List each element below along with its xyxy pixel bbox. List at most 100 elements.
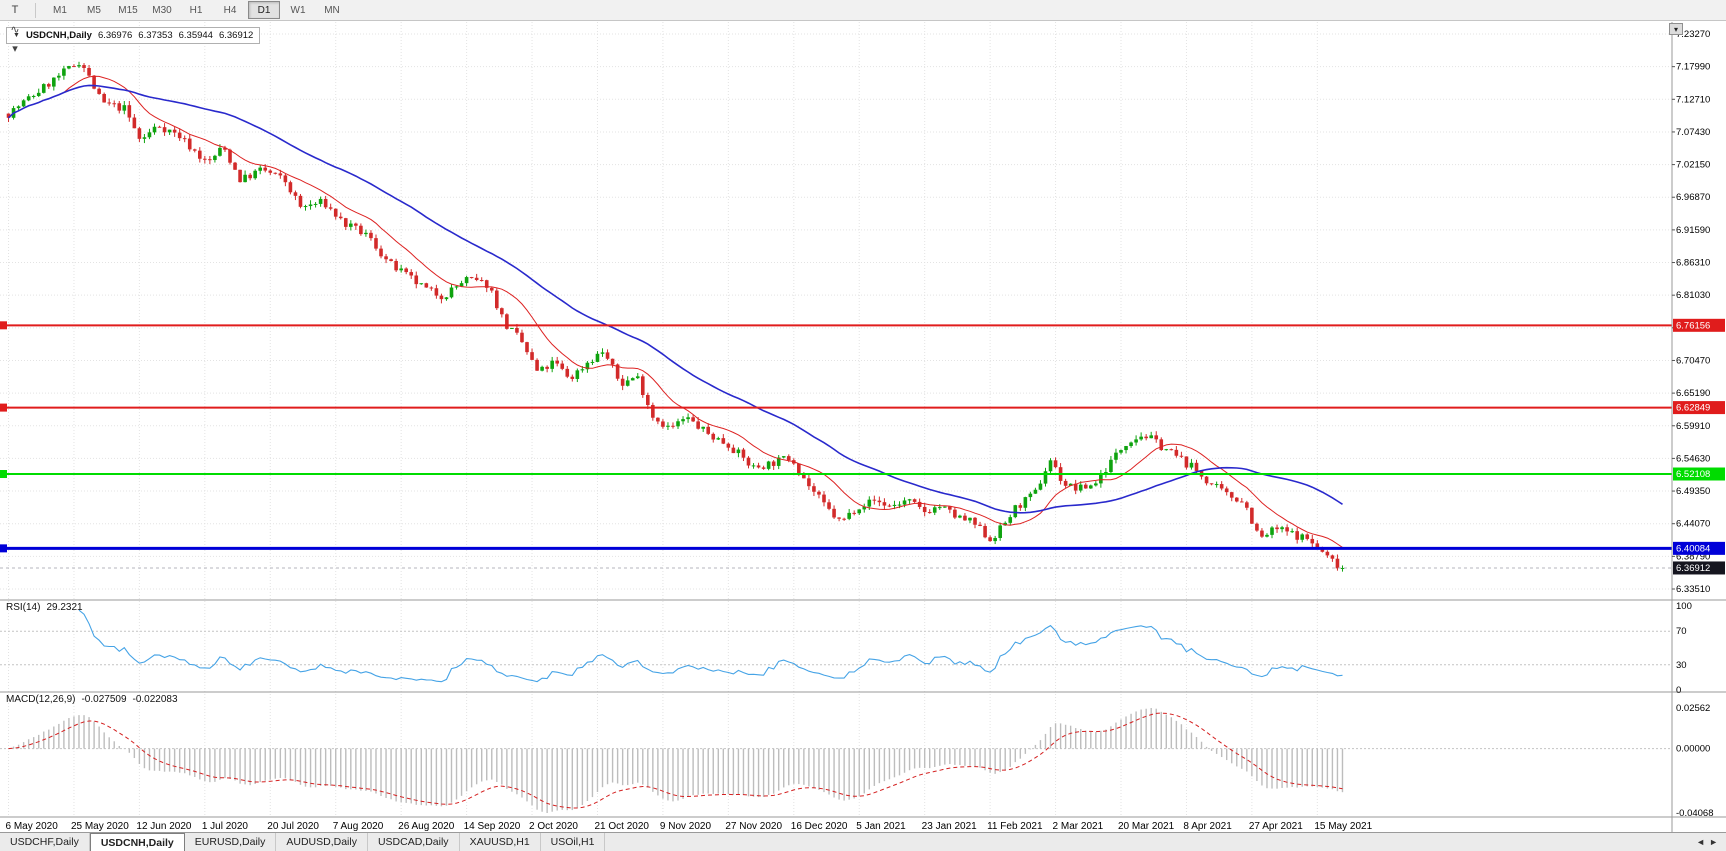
price-tick-label: 6.70470: [1676, 355, 1710, 366]
price-badge: [1673, 561, 1725, 575]
ohlc-close: 6.36912: [218, 30, 254, 41]
price-badge: [1673, 467, 1725, 481]
indicators-tool-icon[interactable]: ∿: [10, 23, 20, 36]
date-label: 15 May 2021: [1314, 821, 1372, 832]
ohlc-open: 6.36976: [97, 30, 133, 41]
macd-main-value: -0.027509: [81, 694, 127, 705]
date-label: 7 Aug 2020: [333, 821, 384, 832]
chart-scroll-icon[interactable]: ▾: [1669, 23, 1683, 35]
timeframe-h4-button[interactable]: H4: [223, 4, 237, 16]
price-tick-label: 6.81030: [1676, 290, 1710, 301]
chart-tab-xauusd-h1[interactable]: XAUUSD,H1: [460, 833, 541, 851]
price-badge-label: 6.40084: [1676, 543, 1710, 554]
rsi-tick-label: 0: [1676, 685, 1681, 696]
date-label: 1 Jul 2020: [202, 821, 249, 832]
macd-signal-line: [8, 712, 1343, 809]
hline-left-marker: [0, 470, 7, 479]
fast-ma-line: [8, 75, 1343, 548]
macd-name: MACD(12,26,9): [6, 694, 76, 705]
rsi-layer: [0, 609, 1672, 683]
macd-axis[interactable]: 0.02562 0.00000 -0.04068: [1676, 703, 1714, 819]
timeframe-d1-button[interactable]: D1: [248, 1, 280, 19]
rsi-tick-label: 70: [1676, 626, 1687, 637]
chart-tab-usdchf-daily[interactable]: USDCHF,Daily: [0, 833, 90, 851]
date-label: 12 Jun 2020: [136, 821, 191, 832]
date-label: 25 May 2020: [71, 821, 129, 832]
rsi-tick-label: 30: [1676, 660, 1687, 671]
macd-indicator-label: MACD(12,26,9) -0.027509 -0.022083: [6, 694, 178, 705]
macd-tick-label: 0.00000: [1676, 744, 1710, 755]
price-tick-label: 6.86310: [1676, 258, 1710, 269]
timeframe-w1-button[interactable]: W1: [290, 4, 306, 16]
price-tick-label: 7.12710: [1676, 94, 1710, 105]
ohlc-high: 6.37353: [138, 30, 173, 41]
chart-tab-eurusd-daily[interactable]: EURUSD,Daily: [185, 833, 277, 851]
timeframe-h1-button[interactable]: H1: [189, 4, 203, 16]
candles-layer: [6, 61, 1345, 572]
chart-tab-audusd-daily[interactable]: AUDUSD,Daily: [276, 833, 368, 851]
price-badge: [1673, 318, 1725, 332]
date-label: 6 May 2020: [6, 821, 59, 832]
price-axis[interactable]: 7.23270 7.17990 7.12710 7.07430 7.02150 6.968…: [1672, 29, 1725, 595]
timeframe-mn-button[interactable]: MN: [324, 4, 340, 16]
price-tick-label: 6.91590: [1676, 225, 1710, 236]
symbol-ohlc-box[interactable]: ▼ USDCNH,Daily 6.36976 6.37353 6.35944 6…: [6, 27, 261, 44]
macd-signal-value: -0.022083: [132, 694, 178, 705]
date-label: 9 Nov 2020: [660, 821, 712, 832]
price-tick-label: 7.23270: [1676, 29, 1710, 40]
timeframe-m30-button[interactable]: M30: [152, 4, 172, 16]
collapse-caret-icon[interactable]: ▼: [13, 32, 20, 39]
rsi-indicator-label: RSI(14) 29.2321: [6, 602, 83, 613]
date-label: 2 Mar 2021: [1053, 821, 1104, 832]
chart-tab-usoil-h1[interactable]: USOil,H1: [541, 833, 606, 851]
rsi-name: RSI(14): [6, 602, 41, 613]
macd-tick-label: 0.02562: [1676, 703, 1710, 714]
price-tick-label: 6.54630: [1676, 453, 1710, 464]
date-label: 27 Nov 2020: [725, 821, 782, 832]
tabs-scroll-left-icon[interactable]: ◄: [1696, 837, 1706, 847]
date-label: 8 Apr 2021: [1183, 821, 1232, 832]
panel-frame: [0, 22, 1726, 832]
date-label: 14 Sep 2020: [464, 821, 521, 832]
horizontal-lines-layer[interactable]: [0, 321, 1672, 569]
tabs-scroll-right-icon[interactable]: ►: [1709, 837, 1718, 847]
toolbar-tools: ≡AT∿▾: [4, 0, 27, 58]
price-badge: [1673, 401, 1725, 415]
text-tool-icon[interactable]: T: [11, 4, 19, 16]
macd-layer: [0, 708, 1672, 813]
price-badge: [1673, 541, 1725, 555]
price-tick-label: 7.17990: [1676, 62, 1710, 73]
date-label: 21 Oct 2020: [594, 821, 649, 832]
ohlc-low: 6.35944: [178, 30, 213, 41]
tab-scroll-controls: ◄ ►: [1688, 833, 1726, 851]
date-label: 16 Dec 2020: [791, 821, 848, 832]
timeframe-m5-button[interactable]: M5: [87, 4, 101, 16]
timeframe-m1-button[interactable]: M1: [53, 4, 67, 16]
date-label: 20 Jul 2020: [267, 821, 319, 832]
chart-tab-usdcad-daily[interactable]: USDCAD,Daily: [368, 833, 460, 851]
slow-ma-line: [7, 84, 1343, 514]
chart-tab-usdcnh-daily[interactable]: USDCNH,Daily: [89, 833, 185, 851]
rsi-axis[interactable]: 100 70 30 0: [1676, 601, 1692, 696]
date-label: 26 Aug 2020: [398, 821, 455, 832]
price-tick-label: 6.59910: [1676, 421, 1710, 432]
price-badge-label: 6.76156: [1676, 320, 1710, 331]
price-tick-label: 6.44070: [1676, 519, 1710, 530]
time-axis[interactable]: 6 May 2020 25 May 2020 12 Jun 2020 1 Jul 20…: [6, 821, 1373, 832]
date-label: 23 Jan 2021: [922, 821, 977, 832]
symbol-label: USDCNH,Daily: [25, 30, 92, 41]
date-label: 2 Oct 2020: [529, 821, 578, 832]
hline-left-marker: [0, 321, 7, 330]
price-badge-label: 6.36912: [1676, 563, 1710, 574]
date-label: 5 Jan 2021: [856, 821, 906, 832]
timeframe-m15-button[interactable]: M15: [118, 4, 138, 16]
price-tick-label: 6.96870: [1676, 192, 1710, 203]
chart-tab-bar: USDCHF,Daily USDCNH,Daily EURUSD,Daily AUDU…: [0, 832, 1726, 851]
price-tick-label: 6.33510: [1676, 584, 1710, 595]
date-label: 20 Mar 2021: [1118, 821, 1175, 832]
rsi-tick-label: 100: [1676, 601, 1692, 612]
tool-dropdown-caret-icon[interactable]: ▾: [12, 42, 18, 55]
